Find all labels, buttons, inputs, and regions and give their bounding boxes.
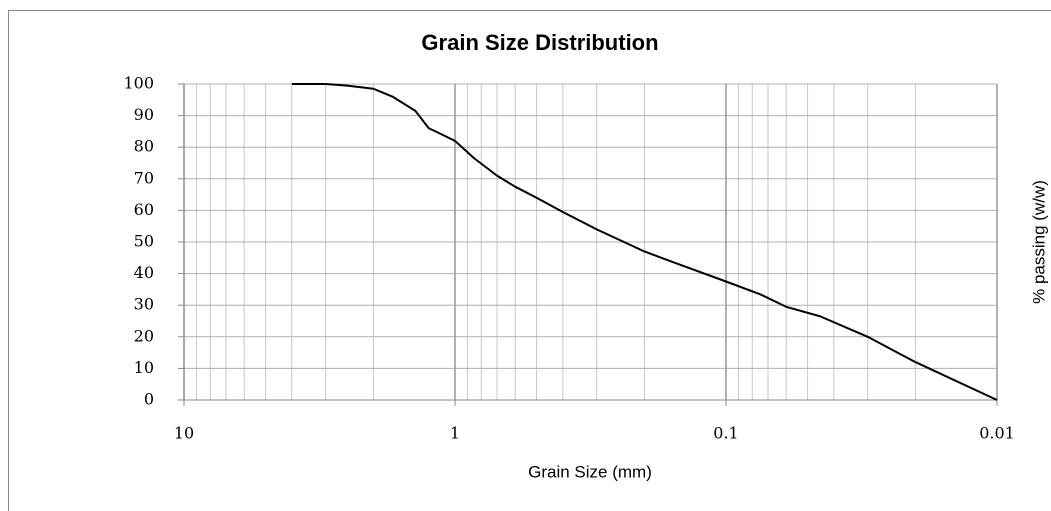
x-tick-label: 10	[174, 424, 194, 443]
x-tick-label: 1	[450, 424, 460, 443]
y-tick-label: 30	[134, 295, 154, 314]
y-tick-label: 80	[134, 137, 154, 156]
x-tick-label: 0.1	[713, 424, 738, 443]
y-tick-label: 70	[134, 168, 154, 187]
y-tick-label: 90	[134, 105, 154, 124]
y-tick-label: 10	[134, 358, 154, 377]
y-tick-label: 60	[134, 200, 154, 219]
chart-frame	[8, 10, 1051, 511]
x-tick-label: 0.01	[979, 424, 1015, 443]
y-axis-title: % passing (w/w)	[1029, 180, 1048, 304]
data-line	[291, 83, 998, 401]
y-tick-label: 50	[134, 232, 154, 251]
y-tick-label: 40	[134, 263, 154, 282]
y-tick-label: 0	[144, 390, 154, 409]
x-axis-title: Grain Size (mm)	[528, 462, 652, 481]
y-tick-label: 100	[123, 74, 154, 93]
chart-title: Grain Size Distribution	[421, 30, 658, 55]
y-tick-label: 20	[134, 326, 154, 345]
